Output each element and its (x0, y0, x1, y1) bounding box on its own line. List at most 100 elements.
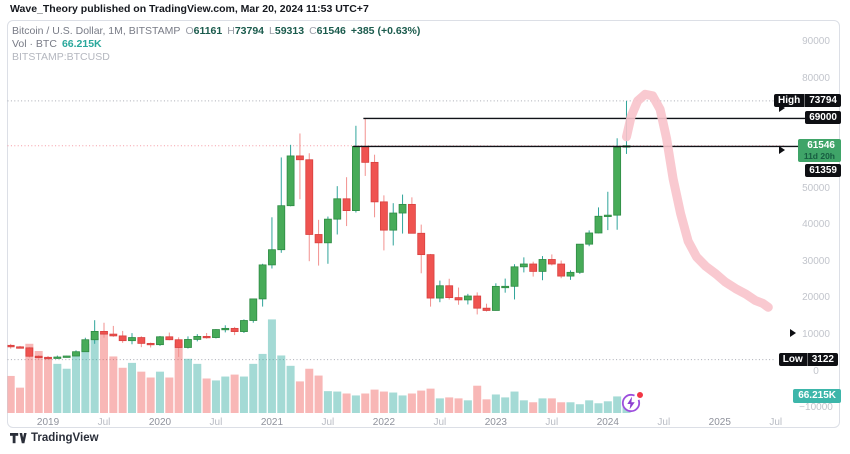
volume-bar (529, 402, 538, 413)
time-tick-label: Jul (433, 417, 447, 428)
legend-symbol-row: BITSTAMP:BTCUSD (12, 51, 420, 64)
candle-body (118, 335, 127, 342)
price-tick-label: 50000 (802, 182, 830, 194)
candle-body (613, 146, 622, 216)
candle-body (314, 234, 323, 244)
candle-body (435, 285, 444, 299)
candle-body (454, 297, 463, 301)
volume-bar (221, 376, 230, 413)
low-letter: L (269, 25, 275, 37)
candle-body (342, 198, 351, 212)
volume-bar (473, 385, 482, 413)
candle-body (240, 320, 248, 332)
open-value: 61161 (193, 25, 223, 37)
volume-bar (62, 368, 71, 413)
symbol-title: Bitcoin / U.S. Dollar, 1M, BITSTAMP (12, 25, 181, 37)
candle-body (426, 254, 435, 299)
volume-bar (53, 363, 62, 413)
volume-bar (333, 391, 342, 413)
volume-bar (118, 367, 127, 413)
candle-body (352, 146, 360, 212)
volume-bar (277, 355, 286, 413)
volume-bar (613, 396, 622, 413)
time-tick-label: 2021 (260, 417, 284, 428)
tradingview-logo-icon[interactable] (10, 432, 27, 444)
time-tick-label: Jul (321, 417, 335, 428)
candle-body (258, 264, 267, 300)
candle-body (109, 333, 118, 337)
time-tick-label: 2020 (148, 417, 172, 428)
candle-body (286, 155, 295, 207)
candle-body (547, 259, 556, 265)
volume-bar (230, 374, 239, 413)
candle-body (137, 337, 146, 344)
high-price-badge: High 73794 (773, 94, 841, 107)
time-tick-label: Jul (209, 417, 223, 428)
candle-body (268, 249, 276, 266)
volume-bar (165, 377, 174, 413)
price-tick-label: 80000 (802, 72, 830, 84)
candle-body (361, 146, 370, 163)
time-tick-label: 2025 (708, 417, 731, 428)
candle-body (519, 263, 528, 268)
candle-body (370, 161, 379, 203)
candle-body (202, 335, 211, 339)
volume-bar (491, 394, 500, 413)
volume-bar (426, 388, 435, 413)
candle-body (25, 347, 34, 357)
volume-bar (193, 363, 202, 413)
time-tick-label: Jul (545, 417, 559, 428)
candle-body (128, 337, 136, 342)
candle-body (491, 285, 500, 311)
symbol-code: BITSTAMP:BTCUSD (12, 51, 110, 63)
volume-bar (25, 343, 34, 413)
volume-bar (445, 397, 454, 413)
volume-bar (370, 389, 379, 413)
high-badge-value: 73794 (804, 94, 837, 107)
candle-body (221, 327, 230, 331)
volume-bar (202, 378, 211, 413)
volume-bar (267, 319, 276, 413)
volume-bar (81, 343, 90, 413)
candle-body (100, 330, 108, 335)
close-value: 61546 (316, 25, 346, 37)
price-tick-label: 90000 (802, 36, 830, 48)
volume-bar (155, 371, 164, 413)
candle-body (146, 342, 155, 346)
open-letter: O (185, 25, 194, 37)
high-badge-label: High (777, 95, 801, 106)
volume-label: Vol · BTC (12, 38, 57, 50)
time-tick-label: 2019 (36, 417, 60, 428)
volume-bar (538, 398, 547, 413)
volume-bar (258, 353, 267, 413)
volume-bar (435, 398, 444, 413)
candle-body (445, 285, 454, 299)
volume-bar (454, 398, 463, 413)
candle-body (165, 336, 174, 341)
volume-bar (547, 398, 556, 413)
volume-bar (463, 400, 472, 413)
ray-69000-value: 69000 (809, 112, 837, 123)
candle-body (594, 215, 603, 234)
candle-body (184, 339, 192, 348)
time-tick-label: Jul (97, 417, 111, 428)
ray-61359-badge: 61359 (805, 164, 841, 177)
volume-bar (417, 390, 426, 413)
volume-bar (342, 393, 351, 413)
candle-body (72, 351, 80, 357)
volume-bar (211, 380, 220, 413)
candle-body (463, 295, 472, 301)
volume-bar (351, 395, 360, 413)
projection-curve[interactable] (622, 89, 773, 312)
change-value: +385 (+0.63%) (350, 25, 421, 37)
last-price-value: 61546 (807, 140, 835, 151)
volume-bar (501, 397, 510, 413)
boost-button[interactable] (621, 393, 641, 413)
candle-body (379, 201, 388, 231)
candle-body (501, 285, 510, 289)
candle-body (249, 298, 258, 321)
volume-bar (34, 350, 43, 413)
candle-body (277, 205, 286, 251)
volume-bar (295, 381, 304, 413)
